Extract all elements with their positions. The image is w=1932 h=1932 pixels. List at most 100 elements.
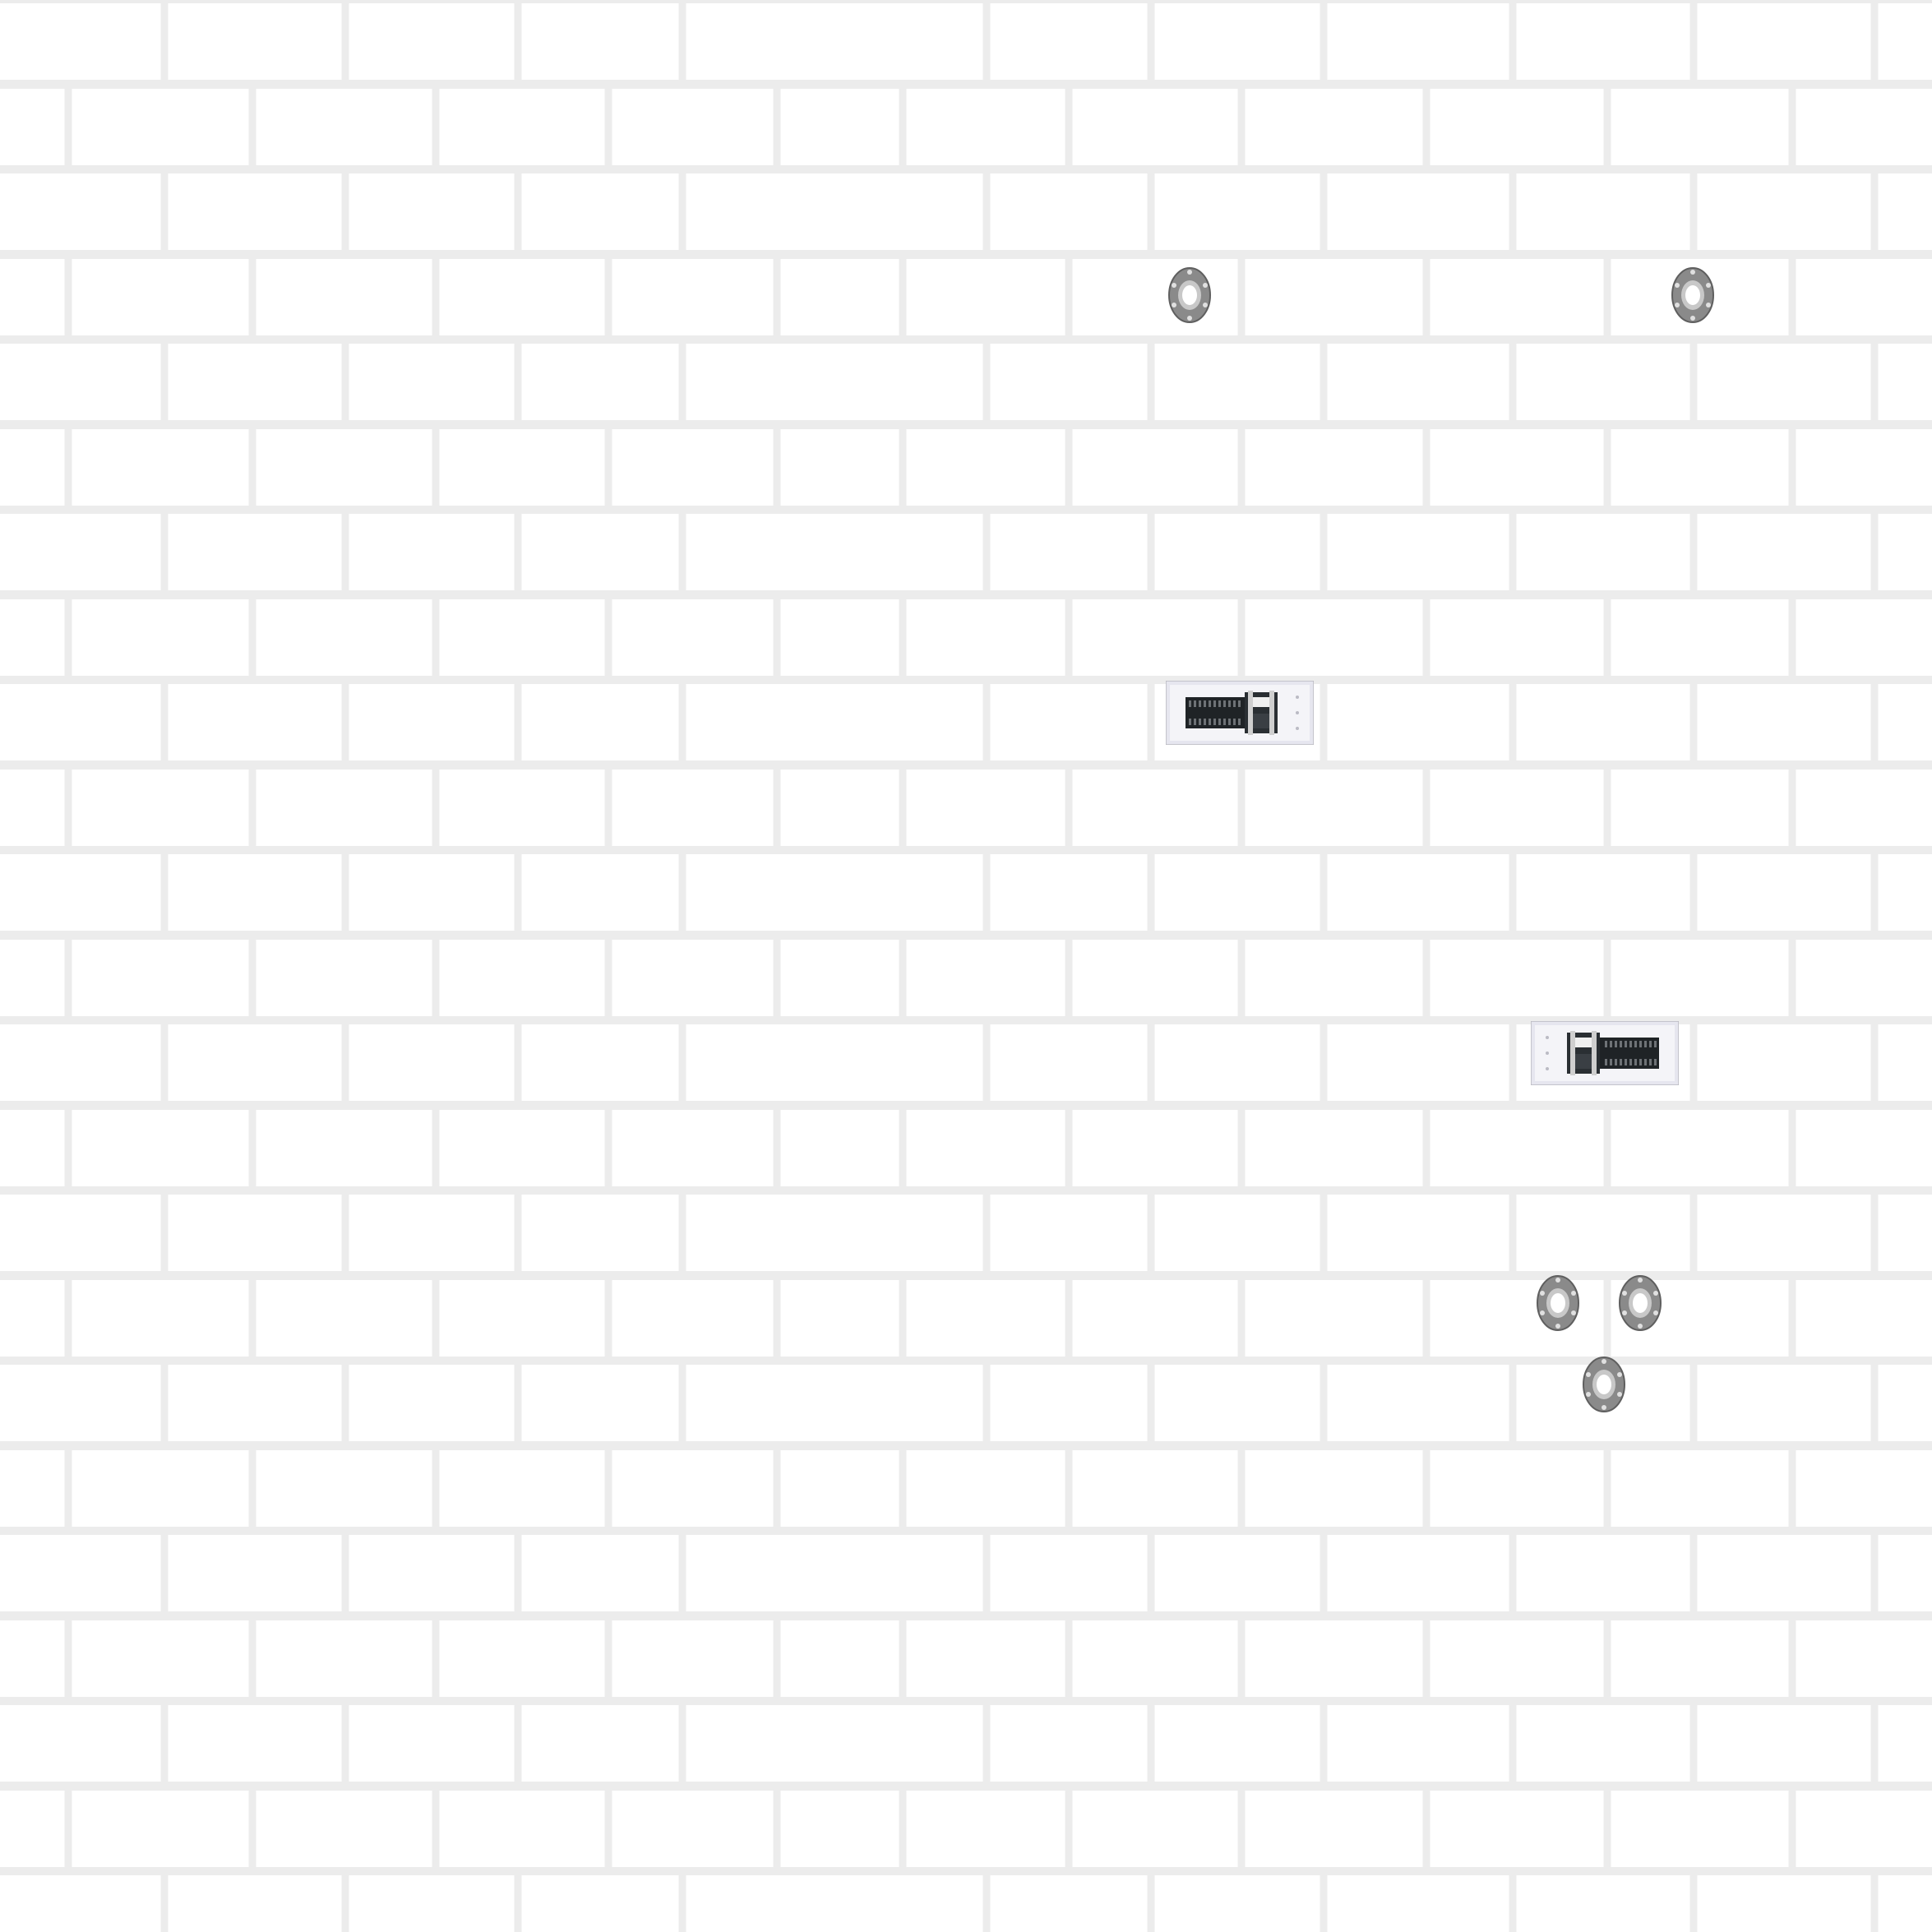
brick bbox=[1697, 1365, 1871, 1441]
brick bbox=[521, 1024, 679, 1101]
brick bbox=[1154, 1195, 1320, 1271]
brick bbox=[780, 599, 899, 676]
brick bbox=[1327, 1195, 1509, 1271]
brick bbox=[168, 854, 342, 931]
brick bbox=[1072, 1620, 1238, 1697]
brick bbox=[168, 3, 342, 80]
brick bbox=[780, 429, 899, 506]
brick bbox=[1516, 684, 1690, 760]
brick bbox=[1611, 429, 1789, 506]
pipe-flange-icon[interactable] bbox=[1618, 1273, 1662, 1333]
brick bbox=[256, 770, 432, 846]
brick bbox=[686, 1365, 983, 1441]
brick bbox=[168, 1535, 342, 1611]
brick bbox=[1072, 599, 1238, 676]
brick bbox=[0, 1620, 65, 1697]
pipe-flange-icon[interactable] bbox=[1671, 266, 1715, 325]
brick bbox=[256, 1280, 432, 1357]
brick bbox=[686, 173, 983, 250]
brick bbox=[1327, 3, 1509, 80]
brick bbox=[439, 1620, 605, 1697]
brick bbox=[1516, 3, 1690, 80]
brick bbox=[686, 854, 983, 931]
brick bbox=[686, 1535, 983, 1611]
brick bbox=[1327, 173, 1509, 250]
brick bbox=[1697, 173, 1871, 250]
brick bbox=[72, 1110, 249, 1186]
brick bbox=[990, 1535, 1148, 1611]
brick bbox=[168, 514, 342, 590]
brick bbox=[1430, 770, 1604, 846]
brick bbox=[906, 1620, 1065, 1697]
brick bbox=[1611, 940, 1789, 1016]
brick bbox=[612, 259, 774, 335]
brick bbox=[72, 940, 249, 1016]
brick bbox=[72, 1791, 249, 1867]
brick bbox=[990, 1024, 1148, 1101]
brick bbox=[906, 1110, 1065, 1186]
pipe-flange-icon[interactable] bbox=[1582, 1355, 1626, 1414]
brick bbox=[521, 1195, 679, 1271]
brick bbox=[1796, 89, 1932, 165]
brick bbox=[1327, 1365, 1509, 1441]
pipe-flange-icon[interactable] bbox=[1536, 1273, 1580, 1333]
brick bbox=[906, 1450, 1065, 1527]
brick bbox=[0, 684, 161, 760]
brick bbox=[256, 429, 432, 506]
brick bbox=[0, 1110, 65, 1186]
brick bbox=[990, 1705, 1148, 1782]
brick bbox=[1430, 599, 1604, 676]
brick bbox=[1430, 940, 1604, 1016]
brick bbox=[439, 1450, 605, 1527]
brick bbox=[72, 89, 249, 165]
brick bbox=[521, 3, 679, 80]
brick bbox=[1245, 1791, 1423, 1867]
brick bbox=[1430, 1791, 1604, 1867]
brick bbox=[1154, 3, 1320, 80]
brick bbox=[1796, 429, 1932, 506]
brick bbox=[1245, 940, 1423, 1016]
brick bbox=[612, 1620, 774, 1697]
brick bbox=[1516, 854, 1690, 931]
brick bbox=[990, 514, 1148, 590]
brick bbox=[0, 770, 65, 846]
brick bbox=[1430, 1620, 1604, 1697]
brick bbox=[349, 684, 515, 760]
brick bbox=[0, 1705, 161, 1782]
brick bbox=[906, 940, 1065, 1016]
brick bbox=[1878, 1705, 1932, 1782]
brick bbox=[439, 89, 605, 165]
brick bbox=[168, 684, 342, 760]
brick bbox=[612, 429, 774, 506]
pipe-flange-icon[interactable] bbox=[1167, 266, 1212, 325]
brick bbox=[1516, 1875, 1690, 1932]
brick bbox=[1878, 3, 1932, 80]
brick bbox=[439, 1791, 605, 1867]
brick bbox=[349, 1195, 515, 1271]
brick bbox=[1878, 854, 1932, 931]
brick bbox=[0, 429, 65, 506]
terminal-block-icon[interactable] bbox=[1165, 680, 1315, 746]
brick bbox=[1430, 1450, 1604, 1527]
brick bbox=[1327, 1705, 1509, 1782]
brick bbox=[1154, 1365, 1320, 1441]
brick bbox=[1878, 344, 1932, 420]
brick bbox=[906, 599, 1065, 676]
brick bbox=[72, 770, 249, 846]
brick bbox=[0, 173, 161, 250]
brick bbox=[612, 940, 774, 1016]
brick bbox=[0, 89, 65, 165]
brick bbox=[72, 259, 249, 335]
brick bbox=[349, 514, 515, 590]
brick bbox=[1878, 1024, 1932, 1101]
brick bbox=[1072, 1791, 1238, 1867]
brick bbox=[686, 3, 983, 80]
brick bbox=[1697, 1535, 1871, 1611]
brick bbox=[349, 1875, 515, 1932]
brick bbox=[0, 599, 65, 676]
brick bbox=[990, 1195, 1148, 1271]
brick bbox=[906, 429, 1065, 506]
terminal-block-icon[interactable] bbox=[1530, 1020, 1680, 1086]
